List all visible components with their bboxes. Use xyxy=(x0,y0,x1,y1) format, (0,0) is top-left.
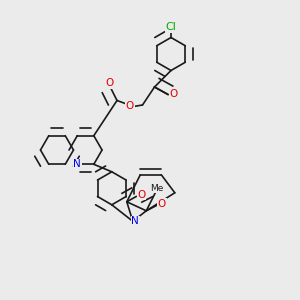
Text: O: O xyxy=(158,199,166,209)
Text: O: O xyxy=(137,190,146,200)
Text: O: O xyxy=(105,78,114,88)
Text: Me: Me xyxy=(150,184,164,193)
Text: N: N xyxy=(74,159,81,169)
Text: O: O xyxy=(126,100,134,111)
Text: N: N xyxy=(131,216,139,226)
Text: O: O xyxy=(169,89,178,99)
Text: Cl: Cl xyxy=(166,22,176,32)
